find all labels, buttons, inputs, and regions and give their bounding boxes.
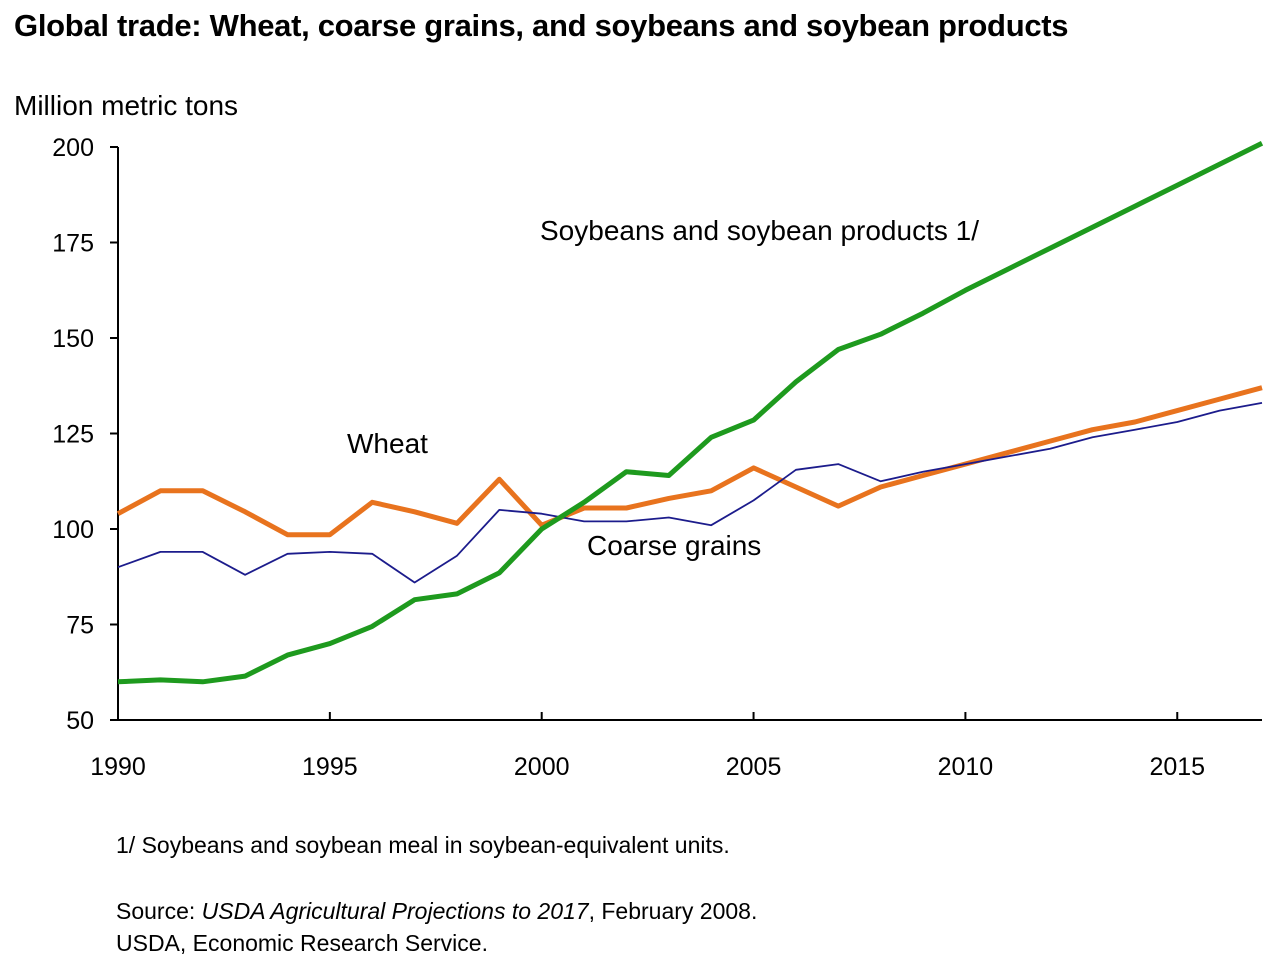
x-tick-label: 1995 [302, 753, 358, 781]
x-tick-label: 2005 [726, 753, 782, 781]
y-tick-label: 75 [66, 612, 94, 640]
series-line-coarse-grains [117, 402, 1263, 584]
y-tick-label: 125 [52, 421, 94, 449]
x-tick-label: 2010 [938, 753, 994, 781]
y-tick-label: 100 [52, 516, 94, 544]
series-line-soybeans-and-soybean-products [117, 140, 1264, 685]
series-label-soybeans: Soybeans and soybean products 1/ [540, 215, 979, 246]
organization: USDA, Economic Research Service. [116, 930, 488, 956]
y-tick-label: 200 [52, 134, 94, 162]
y-tick-label: 50 [66, 707, 94, 735]
source-date: , February 2008. [588, 898, 758, 924]
source-line: Source: USDA Agricultural Projections to… [116, 898, 757, 925]
source-label: Source: [116, 898, 202, 924]
y-tick-label: 175 [52, 230, 94, 258]
source-title: USDA Agricultural Projections to 2017 [201, 898, 589, 924]
footnote: 1/ Soybeans and soybean meal in soybean-… [116, 832, 730, 858]
chart-title: Global trade: Wheat, coarse grains, and … [14, 8, 1069, 43]
series-line-wheat [116, 385, 1263, 538]
series-label-wheat: Wheat [347, 428, 428, 459]
series-label-coarse-grains: Coarse grains [587, 530, 761, 561]
y-tick-label: 150 [52, 325, 94, 353]
y-axis-label: Million metric tons [14, 90, 239, 121]
x-tick-label: 1990 [90, 753, 146, 781]
x-tick-label: 2015 [1149, 753, 1205, 781]
x-tick-label: 2000 [514, 753, 570, 781]
